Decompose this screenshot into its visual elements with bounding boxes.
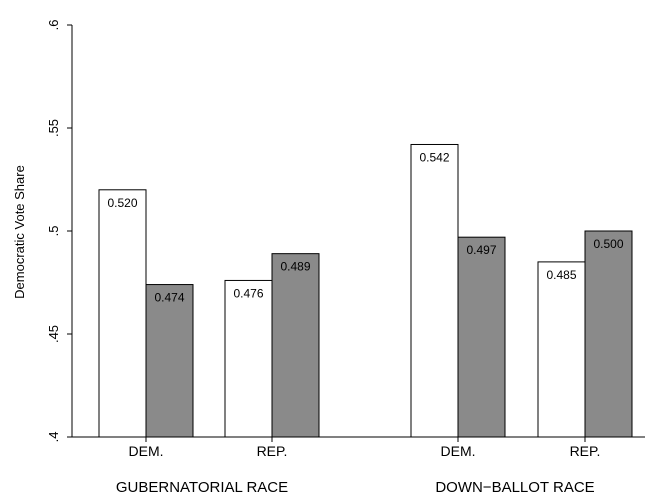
bar — [537, 261, 586, 438]
bars-layer: 0.520 0.474 0.476 0.489 0.542 0.497 0.485 0.500 — [98, 143, 633, 438]
category-label: REP. — [570, 443, 601, 459]
bar — [271, 253, 320, 438]
y-axis: .4 .45 .5 .55 .6 — [46, 20, 73, 443]
bar — [224, 279, 273, 438]
category-label: DEM. — [129, 443, 164, 459]
group-label: DOWN−BALLOT RACE — [435, 479, 594, 496]
y-tick-label: .55 — [46, 119, 61, 137]
y-tick-label: .4 — [46, 432, 61, 443]
y-axis-label: Democratic Vote Share — [12, 165, 27, 299]
bar-value-label: 0.520 — [107, 196, 137, 210]
bar — [457, 236, 506, 438]
category-label: DEM. — [441, 443, 476, 459]
bar — [145, 284, 194, 438]
bar-value-label: 0.474 — [154, 291, 184, 305]
bar — [584, 230, 633, 438]
bar-value-label: 0.500 — [593, 237, 623, 251]
bar-value-label: 0.497 — [466, 243, 496, 257]
bar — [410, 143, 459, 438]
bar-value-label: 0.485 — [546, 268, 576, 282]
y-tick-label: .6 — [46, 20, 61, 31]
bar — [98, 189, 147, 438]
bar-value-label: 0.489 — [280, 260, 310, 274]
bar-value-label: 0.476 — [233, 286, 263, 300]
group-label: GUBERNATORIAL RACE — [116, 479, 288, 496]
category-label: REP. — [257, 443, 288, 459]
y-tick-label: .5 — [46, 226, 61, 237]
bar-value-label: 0.542 — [419, 150, 449, 164]
y-tick-label: .45 — [46, 325, 61, 343]
x-axis: DEM. REP. GUBERNATORIAL RACE DEM. REP. DOWN−B… — [72, 436, 645, 496]
